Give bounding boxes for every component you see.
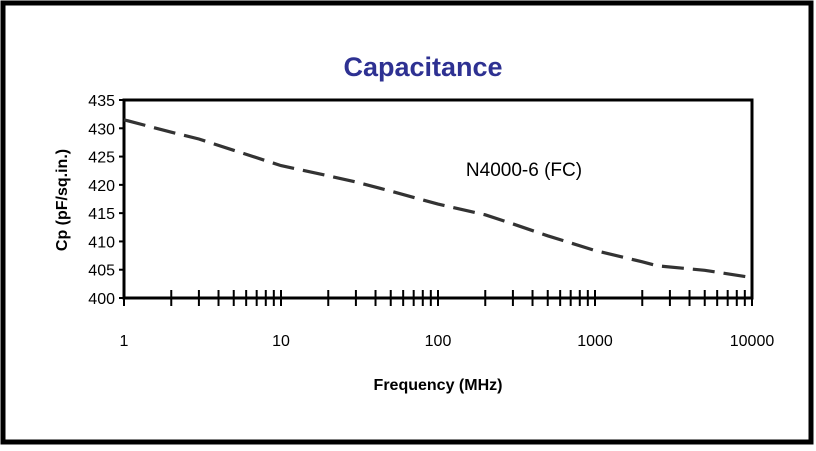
x-tick-label: 100 [425, 333, 452, 350]
x-axis-ticks: 1 10 100 1000 10000 [120, 290, 775, 350]
y-tick-label: 405 [88, 263, 115, 280]
x-tick-label: 1 [120, 333, 129, 350]
y-tick-label: 435 [88, 93, 115, 110]
series-line [123, 118, 753, 280]
x-tick-label: 1000 [577, 333, 613, 350]
series-layer: N4000-6 (FC) [123, 118, 753, 280]
y-tick-label: 430 [88, 121, 115, 138]
plot-area [122, 98, 754, 300]
x-tick-label: 10 [272, 333, 290, 350]
y-axis-label: Cp (pF/sq.in.) [54, 149, 71, 251]
y-tick-label: 425 [88, 150, 115, 167]
x-axis-label: Frequency (MHz) [374, 377, 503, 394]
y-tick-label: 400 [88, 291, 115, 308]
chart-title: Capacitance [343, 52, 502, 82]
series-label: N4000-6 (FC) [466, 160, 582, 181]
y-tick-label: 415 [88, 206, 115, 223]
x-tick-label: 10000 [730, 333, 775, 350]
y-tick-label: 410 [88, 234, 115, 251]
y-tick-label: 420 [88, 178, 115, 195]
y-axis-ticks: 400 405 410 415 420 425 430 435 [88, 93, 124, 308]
